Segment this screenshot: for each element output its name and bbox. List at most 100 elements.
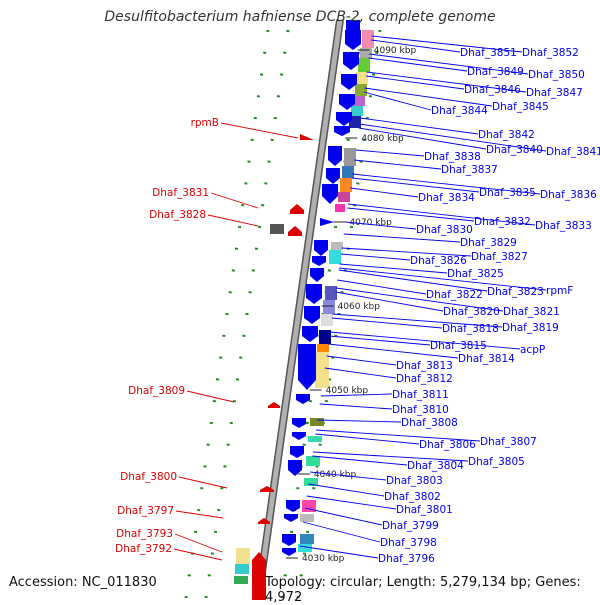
gene-label[interactable]: Dhaf_3838 [424,151,481,163]
gene-label[interactable]: Dhaf_3811 [392,389,449,401]
gene-label[interactable]: Dhaf_3804 [407,460,464,472]
gene-label[interactable]: Dhaf_3834 [418,192,475,204]
gene-label[interactable]: Dhaf_3846 [464,84,521,96]
leader-line [320,393,393,397]
gene-label[interactable]: Dhaf_3831 [152,187,209,199]
gene-label[interactable]: Dhaf_3847 [526,87,583,99]
leader-line [358,127,487,150]
gene-label[interactable]: Dhaf_3840 [486,144,543,156]
gene-label[interactable]: Dhaf_3808 [401,417,458,429]
gene-label[interactable]: Dhaf_3815 [430,340,487,352]
gene-label[interactable]: Dhaf_3802 [384,491,441,503]
gene-label[interactable]: Dhaf_3805 [468,456,525,468]
gene-label[interactable]: Dhaf_3809 [128,385,185,397]
leader-line [306,495,397,510]
forward-genes [282,20,361,556]
backbone [254,19,344,600]
gene-label[interactable]: Dhaf_3829 [460,237,517,249]
leader-line [178,476,228,489]
leader-line [312,451,469,462]
leader-line [173,548,223,561]
gene-label[interactable]: Dhaf_3844 [431,105,488,117]
leader-line [366,75,465,90]
leader-line [371,39,461,53]
leader-line [312,455,408,466]
leader-line [326,355,397,366]
gene-label[interactable]: Dhaf_3823 [487,286,544,298]
leader-line [335,291,444,312]
gene-label[interactable]: Dhaf_3828 [149,209,206,221]
leader-line [340,253,411,261]
gene-label[interactable]: Dhaf_3836 [540,189,597,201]
leader-line [319,403,393,410]
leader-line [210,192,259,209]
leader-line [355,149,425,157]
tick-label: 4050 kbp [326,386,369,396]
leader-line [345,221,417,230]
gene-label[interactable]: Dhaf_3807 [480,436,537,448]
left-gene-labels: rpmB Dhaf_3831 Dhaf_3828 Dhaf_3809 Dhaf_3800… [115,117,299,561]
gene-label[interactable]: Dhaf_3814 [458,353,515,365]
gene-label[interactable]: Dhaf_3833 [535,220,592,232]
leader-line [339,263,448,274]
leader-line [369,53,529,75]
gene-label[interactable]: Dhaf_3806 [419,439,476,451]
accession-text: Accession: NC_011830 [9,575,157,590]
gene-label[interactable]: Dhaf_3799 [382,520,439,532]
leader-line [343,233,461,243]
tick-label: 4030 kbp [302,554,345,564]
leader-line [336,287,504,312]
leader-line [175,510,224,519]
leader-line [371,35,523,53]
gene-label[interactable]: rpmB [191,117,219,129]
leader-line [347,203,536,226]
leader-line [304,507,383,526]
gene-label[interactable]: Dhaf_3837 [441,164,498,176]
gene-label[interactable]: Dhaf_3842 [478,129,535,141]
gene-label[interactable]: Dhaf_3812 [396,373,453,385]
gene-label[interactable]: Dhaf_3849 [467,66,524,78]
gene-label[interactable]: Dhaf_3798 [380,537,437,549]
gene-label[interactable]: Dhaf_3796 [378,553,435,565]
tick-label: 4090 kbp [374,46,417,56]
gene-label[interactable]: Dhaf_3826 [410,255,467,267]
leader-line [299,545,379,559]
gene-label[interactable]: Dhaf_3835 [479,187,536,199]
gene-label[interactable]: Dhaf_3822 [426,289,483,301]
leader-line [366,71,527,93]
gene-label[interactable]: acpP [520,344,545,356]
gene-label[interactable]: Dhaf_3827 [471,251,528,263]
guide-track-2 [204,29,290,599]
gene-label[interactable]: Dhaf_3850 [528,69,585,81]
leader-line [341,247,472,257]
gene-label[interactable]: Dhaf_3803 [386,475,443,487]
gene-label[interactable]: Dhaf_3841 [546,146,600,158]
gene-label[interactable]: Dhaf_3820 [443,306,500,318]
gene-label[interactable]: Dhaf_3852 [522,47,579,59]
gene-label[interactable]: Dhaf_3825 [447,268,504,280]
gene-label[interactable]: rpmF [546,285,573,297]
leader-line [354,159,442,170]
tick-label: 4070 kbp [349,218,392,228]
gene-label[interactable]: Dhaf_3845 [492,101,549,113]
gene-label[interactable]: Dhaf_3830 [416,224,473,236]
leader-line [352,173,541,195]
gene-label[interactable]: Dhaf_3810 [392,404,449,416]
gene-label[interactable]: Dhaf_3801 [396,504,453,516]
gene-label[interactable]: Dhaf_3792 [115,543,172,555]
leader-line [329,331,521,350]
gene-label[interactable]: Dhaf_3793 [116,528,173,540]
gene-label[interactable]: Dhaf_3800 [120,471,177,483]
gene-label[interactable]: Dhaf_3832 [474,216,531,228]
leader-line [350,187,419,198]
leader-line [338,269,488,292]
gene-label[interactable]: Dhaf_3819 [502,322,559,334]
gene-label[interactable]: Dhaf_3813 [396,360,453,372]
leader-line [317,419,402,423]
gene-label[interactable]: Dhaf_3821 [503,306,560,318]
gene-label[interactable]: Dhaf_3797 [117,505,174,517]
guide-track-1 [184,29,270,599]
leader-line [174,533,223,553]
leader-line [337,279,427,295]
